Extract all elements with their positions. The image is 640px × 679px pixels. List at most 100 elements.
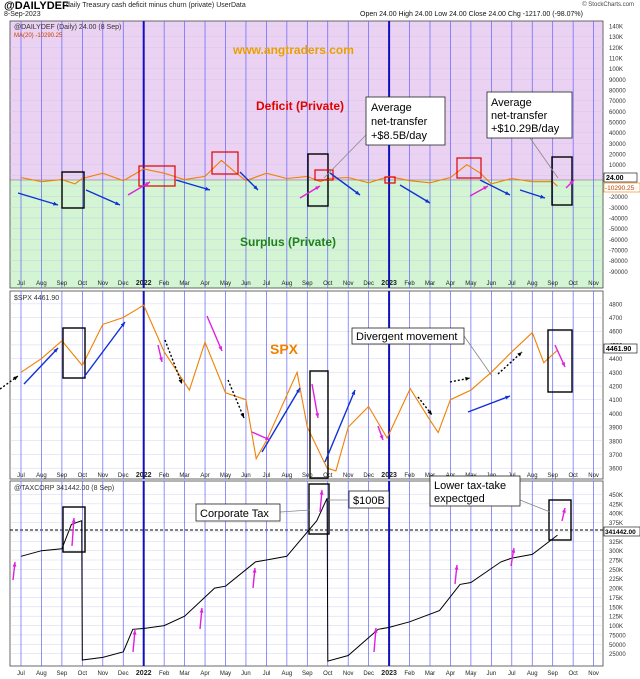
x-tick-label: Aug: [282, 281, 293, 287]
y-tick-label: 110K: [609, 57, 623, 63]
callout-2-line-3: +$10.29B/day: [491, 123, 560, 135]
x-tick-label: Aug: [527, 473, 538, 479]
trend-arrow: [23, 347, 59, 385]
peak-box: [211, 151, 239, 175]
highlight-box: [309, 370, 329, 479]
y-tick-label: 4100: [609, 398, 623, 404]
y-tick-label: 10000: [609, 163, 626, 169]
y-tick-label: 4600: [609, 330, 623, 336]
arrow-head: [240, 413, 245, 418]
divergent-label: Divergent movement: [356, 331, 458, 343]
arrow-head: [12, 562, 17, 567]
p2-legend: $SPX 4461.90: [14, 295, 59, 302]
x-tick-label: Feb: [404, 671, 415, 677]
x-tick-label: Jul: [17, 281, 25, 287]
x-tick-label: Apr: [200, 281, 209, 287]
x-tick-label: Nov: [343, 671, 354, 677]
x-tick-label: Jun: [241, 473, 251, 479]
series-line: [20, 159, 558, 187]
callout-pointer: [279, 509, 311, 513]
arrow-head: [351, 390, 356, 395]
arrow-head: [159, 357, 163, 362]
x-tick-label: Aug: [282, 671, 293, 677]
x-tick-label: Oct: [323, 281, 333, 287]
x-tick-label: May: [220, 281, 231, 287]
x-tick-label: Oct: [568, 473, 578, 479]
x-tick-label: Sep: [57, 281, 68, 287]
x-tick-label: Jul: [263, 473, 271, 479]
p1-legend-1: @DAILYDEF (Daily) 24.00 (8 Sep): [14, 24, 121, 31]
y-tick-label: 4800: [609, 302, 623, 308]
x-tick-label: 2023: [381, 670, 397, 677]
arrow-head: [379, 435, 384, 440]
x-tick-label: Dec: [118, 473, 129, 479]
x-tick-label: Jul: [508, 281, 516, 287]
p1-badge-ma-bg: [603, 182, 640, 193]
arrow-head: [373, 628, 378, 633]
chart-header: @DAILYDEF daily Treasury cash deficit mi…: [0, 0, 640, 20]
label-100b-box: [348, 490, 390, 509]
divergent-box: [351, 327, 465, 345]
y-tick-label: 140K: [609, 25, 623, 31]
y-tick-label: 250K: [609, 568, 623, 574]
trend-arrow: [206, 315, 223, 352]
highlight-box: [548, 499, 572, 541]
p3-badge-last: 341442.00: [603, 526, 640, 537]
arrow-head: [562, 508, 566, 513]
trend-arrow: [175, 179, 211, 191]
y-tick-label: 50000: [609, 121, 626, 127]
callout-1-line-3: +$8.5B/day: [371, 130, 427, 142]
x-tick-label: Nov: [97, 671, 108, 677]
x-tick-label: Jul: [263, 671, 271, 677]
surplus-label: Surplus (Private): [240, 235, 336, 249]
arrow-head: [465, 376, 470, 381]
y-tick-label: -60000: [609, 238, 628, 244]
x-tick-label: Nov: [97, 473, 108, 479]
highlight-box: [62, 327, 86, 379]
y-tick-label: 450K: [609, 493, 623, 499]
p1-badge-ma-text: -10290.25: [605, 185, 635, 192]
x-tick-label: Aug: [36, 473, 47, 479]
x-tick-label: Apr: [200, 671, 209, 677]
x-tick-label: Jun: [487, 281, 497, 287]
arrow-head: [53, 348, 58, 353]
y-tick-label: -50000: [609, 227, 628, 233]
highlight-box: [61, 171, 85, 209]
x-tick-label: Jun: [487, 671, 497, 677]
trend-arrow: [71, 517, 75, 547]
x-tick-label: Jun: [241, 281, 251, 287]
x-tick-label: Sep: [57, 473, 68, 479]
corp-tax-box: [195, 503, 281, 522]
trend-arrow: [17, 192, 59, 206]
y-tick-label: 425K: [609, 502, 623, 508]
x-tick-label: Nov: [588, 473, 599, 479]
x-tick-label: 2023: [381, 280, 397, 287]
x-tick-label: Sep: [547, 671, 558, 677]
x-tick-label: Nov: [343, 281, 354, 287]
x-tick-label: Mar: [179, 473, 189, 479]
trend-arrow: [399, 184, 431, 204]
x-tick-label: Mar: [425, 281, 435, 287]
series-lines: [20, 159, 558, 662]
series-line: [20, 304, 558, 472]
arrow-head: [295, 388, 300, 393]
callout-pointer: [529, 137, 559, 179]
peak-box: [384, 176, 396, 184]
callout-1-line-2: net-transfer: [371, 116, 428, 128]
x-tick-label: Dec: [363, 281, 374, 287]
x-tick-label: May: [220, 671, 231, 677]
arrow-head: [199, 608, 204, 613]
arrow-head: [561, 362, 565, 367]
x-tick-label: Dec: [118, 671, 129, 677]
callout-1: Average net-transfer +$8.5B/day: [365, 96, 446, 146]
arrow-head: [253, 185, 258, 190]
spx-label: SPX: [270, 341, 299, 357]
y-tick-label: 3700: [609, 453, 623, 459]
deficit-label: Deficit (Private): [256, 99, 344, 113]
p1-badge-last-bg: [603, 172, 638, 183]
y-tick-label: 300K: [609, 549, 623, 555]
x-tick-label: Sep: [57, 671, 68, 677]
website-label: www.angtraders.com: [232, 43, 354, 57]
callout-2-line-1: Average: [491, 97, 532, 109]
